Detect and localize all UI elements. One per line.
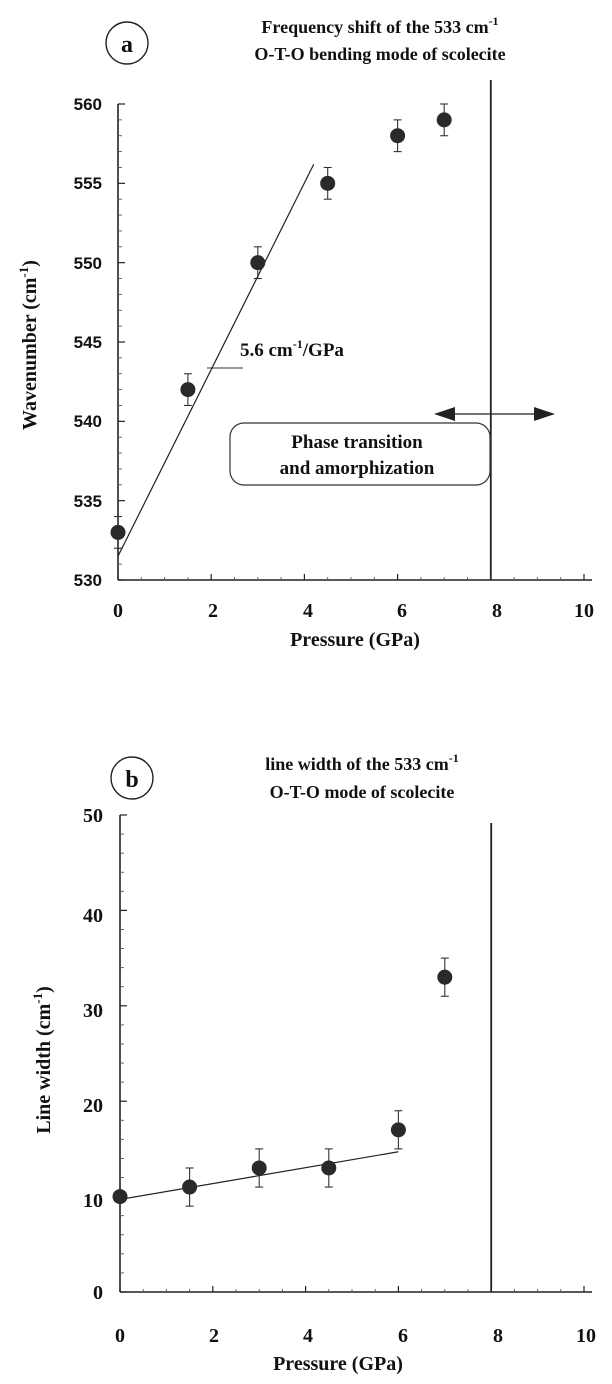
data-point <box>182 1179 198 1195</box>
panel-a: a Frequency shift of the 533 cm-1 O-T-O … <box>16 14 594 651</box>
panel-a-ytick-545: 545 <box>74 333 102 352</box>
panel-a-ytick-550: 550 <box>74 254 102 273</box>
panel-b-ticks <box>119 814 585 1293</box>
panel-a-x-tick-labels: 0 2 4 6 8 10 <box>113 600 594 622</box>
panel-b-xtick-6: 6 <box>398 1325 408 1347</box>
panel-b-ytick-0: 0 <box>93 1282 103 1304</box>
panel-b-title-line1: line width of the 533 cm-1 <box>265 751 459 774</box>
panel-a-ytick-540: 540 <box>74 412 102 431</box>
panel-a-double-arrow <box>434 407 555 421</box>
panel-b-ytick-50: 50 <box>83 805 103 827</box>
panel-b: b line width of the 533 cm-1 O-T-O mode … <box>30 751 596 1375</box>
data-point <box>110 524 126 540</box>
panel-a-data-points <box>110 103 452 549</box>
data-point <box>390 128 406 144</box>
panel-b-ytick-10: 10 <box>83 1190 103 1212</box>
panel-b-label-circle <box>110 756 154 800</box>
data-point <box>437 969 453 985</box>
panel-a-xtick-2: 2 <box>208 600 218 622</box>
data-point <box>112 1189 128 1205</box>
panel-a-ytick-560: 560 <box>74 95 102 114</box>
data-point <box>321 1160 337 1176</box>
panel-b-xtick-0: 0 <box>115 1325 125 1347</box>
panel-a-xtick-8: 8 <box>492 600 502 622</box>
panel-a-xtick-0: 0 <box>113 600 123 622</box>
panel-b-ytick-20: 20 <box>83 1095 103 1117</box>
panel-b-xtick-4: 4 <box>303 1325 313 1347</box>
panel-b-xtick-10: 10 <box>576 1325 596 1347</box>
panel-a-xtick-10: 10 <box>574 600 594 622</box>
panel-a-ytick-535: 535 <box>74 492 102 511</box>
panel-a-phase-box-line1: Phase transition <box>291 432 423 453</box>
panel-b-ytick-30: 30 <box>83 1000 103 1022</box>
panel-a-ytick-530: 530 <box>74 571 102 590</box>
panel-b-title-line2: O-T-O mode of scolecite <box>270 782 455 802</box>
panel-b-y-axis-title: Line width (cm-1) <box>30 986 55 1134</box>
panel-b-x-tick-labels: 0 2 4 6 8 10 <box>115 1325 596 1347</box>
panel-a-xtick-6: 6 <box>397 600 407 622</box>
data-point <box>320 175 336 191</box>
panel-a-fit-line <box>117 164 315 557</box>
panel-a-ticks <box>117 103 585 581</box>
panel-b-label: b <box>125 767 138 793</box>
panel-b-xtick-2: 2 <box>209 1325 219 1347</box>
data-point <box>250 255 266 271</box>
panel-b-data-points <box>112 957 453 1207</box>
panel-a-y-tick-labels: 530 535 540 545 550 555 560 <box>74 95 102 590</box>
panel-b-y-tick-labels: 0 10 20 30 40 50 <box>83 805 103 1304</box>
panel-b-ytick-40: 40 <box>83 905 103 927</box>
panel-a-phase-box-line2: and amorphization <box>280 458 435 479</box>
panel-a-x-axis-title: Pressure (GPa) <box>290 629 420 651</box>
panel-a-phase-box <box>229 422 491 486</box>
panel-a-xtick-4: 4 <box>303 600 313 622</box>
panel-b-x-axis-title: Pressure (GPa) <box>273 1353 403 1375</box>
data-point <box>180 382 196 398</box>
panel-a-ytick-555: 555 <box>74 174 102 193</box>
panel-a-label: a <box>121 32 133 58</box>
panel-a-y-axis-title: Wavenumber (cm-1) <box>16 260 41 430</box>
panel-a-slope-label: 5.6 cm-1/GPa <box>240 337 344 361</box>
panel-b-xtick-8: 8 <box>493 1325 503 1347</box>
data-point <box>390 1122 406 1138</box>
data-point <box>436 112 452 128</box>
panel-a-label-circle <box>105 21 149 65</box>
data-point <box>251 1160 267 1176</box>
panel-a-title-line2: O-T-O bending mode of scolecite <box>254 44 505 64</box>
panel-a-title-line1: Frequency shift of the 533 cm-1 <box>261 14 498 37</box>
